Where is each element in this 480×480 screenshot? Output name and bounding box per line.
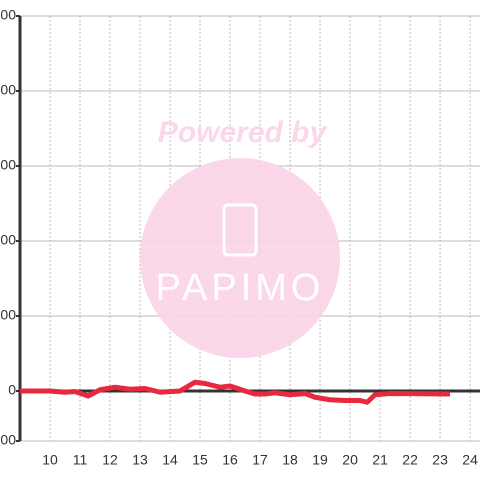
x-tick-label: 22 [402,452,418,468]
y-tick-label: -20,000 [0,432,16,448]
x-tick-label: 15 [192,452,208,468]
data-line [20,379,451,405]
y-tick-label: 30,000 [0,307,16,323]
x-tick-label: 14 [162,452,178,468]
y-tick-label: 90,000 [0,157,16,173]
x-tick-label: 18 [282,452,298,468]
x-tick-label: 10 [42,452,58,468]
x-tick-label: 12 [102,452,118,468]
x-tick-label: 17 [252,452,268,468]
x-tick-label: 24 [462,452,478,468]
x-tick-label: 16 [222,452,238,468]
watermark-logo: PAPIMO [156,267,325,309]
y-tick-label: 120,000 [0,82,16,98]
x-tick-label: 13 [132,452,148,468]
x-tick-label: 11 [73,452,88,468]
x-tick-label: 23 [432,452,448,468]
x-tick-label: 19 [312,452,328,468]
x-tick-label: 20 [342,452,358,468]
y-tick-label: 60,000 [0,232,16,248]
watermark: Powered by PAPIMO [140,116,340,358]
watermark-icon [222,203,258,257]
x-tick-label: 21 [372,452,388,468]
watermark-text: Powered by [158,116,328,149]
watermark-circle [140,158,340,358]
y-tick-label: 150,000 [0,7,16,23]
y-tick-label: 0 [8,382,16,398]
